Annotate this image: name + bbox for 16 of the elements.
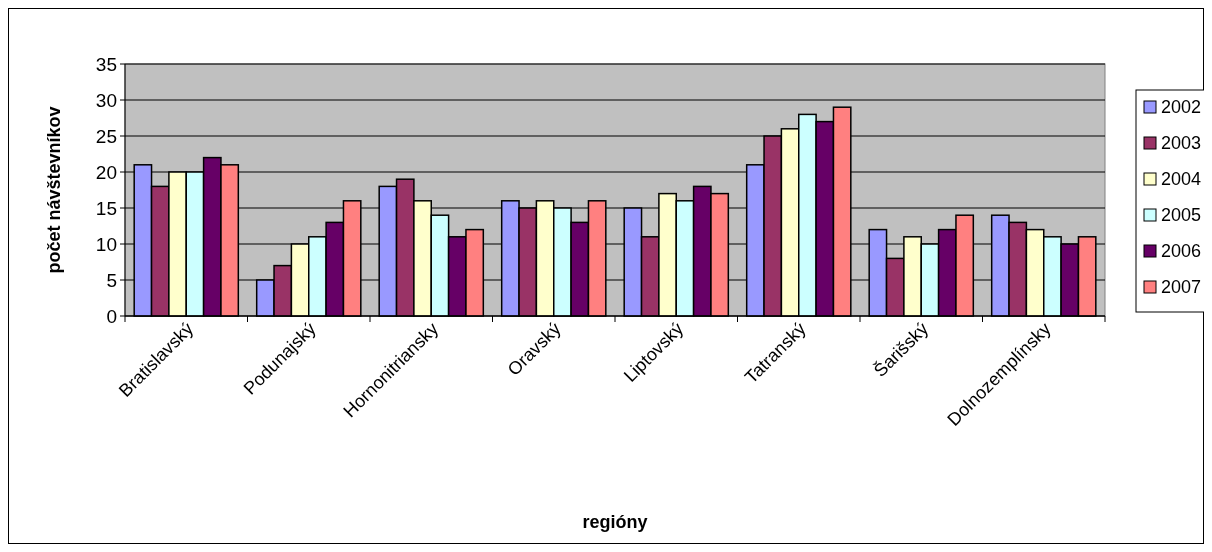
y-axis-title: počet návštevníkov	[44, 106, 64, 274]
y-tick-label: 10	[95, 233, 117, 255]
y-tick-label: 25	[95, 125, 117, 147]
y-tick-label: 5	[106, 269, 117, 291]
legend-label: 2005	[1161, 205, 1202, 226]
legend-label: 2004	[1161, 169, 1202, 190]
x-axis-title: regióny	[582, 512, 648, 532]
legend-label: 2002	[1161, 97, 1202, 118]
y-tick-label: 30	[95, 89, 117, 111]
y-tick-label: 0	[106, 305, 117, 327]
y-tick-label: 35	[95, 53, 117, 75]
legend-label: 2007	[1161, 277, 1202, 298]
legend-label: 2003	[1161, 133, 1202, 154]
y-tick-label: 15	[95, 197, 117, 219]
y-tick-label: 20	[95, 161, 117, 183]
legend-label: 2006	[1161, 241, 1202, 262]
